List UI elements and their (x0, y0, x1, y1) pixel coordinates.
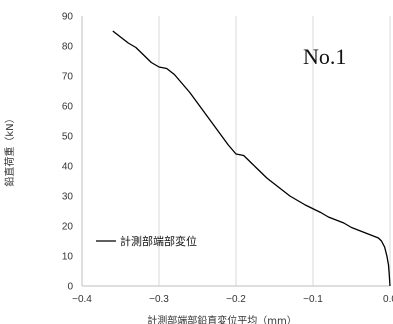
x-tick-label: −0.3 (149, 294, 169, 305)
y-tick-label: 50 (62, 132, 74, 143)
y-tick-label: 0 (67, 282, 73, 293)
grid-lines (158, 16, 391, 286)
series-layer (112, 30, 391, 287)
series-line (112, 30, 391, 287)
legend: 計測部端部変位 (96, 234, 197, 248)
y-tick-label: 70 (62, 72, 74, 83)
x-tick-label: −0.1 (303, 294, 323, 305)
y-tick-label: 40 (62, 162, 74, 173)
y-tick-label: 80 (62, 42, 74, 53)
y-tick-label: 60 (62, 102, 74, 113)
x-axis-label: 計測部端部鉛直変位平均（mm） (147, 314, 296, 324)
y-tick-label: 30 (62, 192, 74, 203)
x-tick-label: −0.4 (72, 294, 92, 305)
y-axis-label: 鉛直荷重（kN） (3, 113, 16, 186)
tick-labels: 0 10 20 30 40 50 60 70 80 90 −0.4 −0.3 −0.2 −0.1 0.0 (62, 12, 393, 306)
y-tick-label: 90 (62, 12, 74, 23)
x-tick-label: 0.0 (383, 294, 393, 305)
legend-label: 計測部端部変位 (120, 234, 197, 248)
panel-annotation: No.1 (303, 44, 346, 69)
y-tick-label: 20 (62, 222, 74, 233)
axes (81, 16, 390, 287)
x-tick-label: −0.2 (226, 294, 246, 305)
y-tick-label: 10 (62, 252, 74, 263)
